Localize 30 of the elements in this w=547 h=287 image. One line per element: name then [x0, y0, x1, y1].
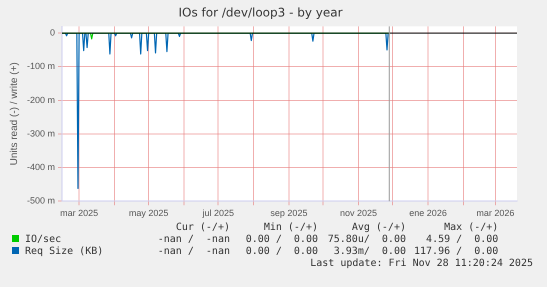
text: Last update: Fri Nov 28 11:20:24 2025 [309, 258, 533, 269]
y-tick-label: -500 m [26, 196, 56, 206]
y-tick-label: 0 [50, 28, 56, 38]
legend-label: IO/sec [24, 234, 62, 246]
text: 0.00 / 0.00 [244, 246, 319, 258]
y-axis-title: Units read (-) / write (+) [8, 62, 20, 166]
text: Min (-/+) [262, 222, 319, 234]
y-tick-label: -200 m [26, 94, 56, 105]
x-tick-label: mar 2025 [60, 208, 98, 218]
chart-title: IOs for /dev/loop3 - by year [178, 5, 343, 20]
x-tick-label: may 2025 [128, 208, 168, 218]
x-tick-label: sep 2025 [270, 208, 308, 218]
text: 75.80u/ 0.00 [326, 234, 407, 246]
x-tick-label: jul 2025 [201, 208, 234, 218]
y-tick-label: -400 m [26, 162, 56, 172]
text: Cur (-/+) [174, 222, 231, 234]
text: 0.00 / 0.00 [244, 234, 319, 246]
text: -nan / -nan [156, 246, 231, 258]
y-tick-label: -100 m [26, 61, 56, 72]
legend-label: Req Size (KB) [24, 246, 104, 258]
text: Avg (-/+) [350, 222, 407, 234]
y-tick-label: -300 m [26, 128, 56, 138]
x-tick-label: nov 2025 [340, 208, 378, 218]
text: 117.96 / 0.00 [413, 246, 500, 258]
text: 3.93m/ 0.00 [332, 246, 407, 258]
x-tick-label: ene 2026 [409, 208, 447, 218]
text: -nan / -nan [156, 234, 231, 246]
x-tick-label: mar 2026 [476, 208, 514, 218]
text: Max (-/+) [443, 222, 500, 234]
text: 4.59 / 0.00 [425, 234, 500, 246]
